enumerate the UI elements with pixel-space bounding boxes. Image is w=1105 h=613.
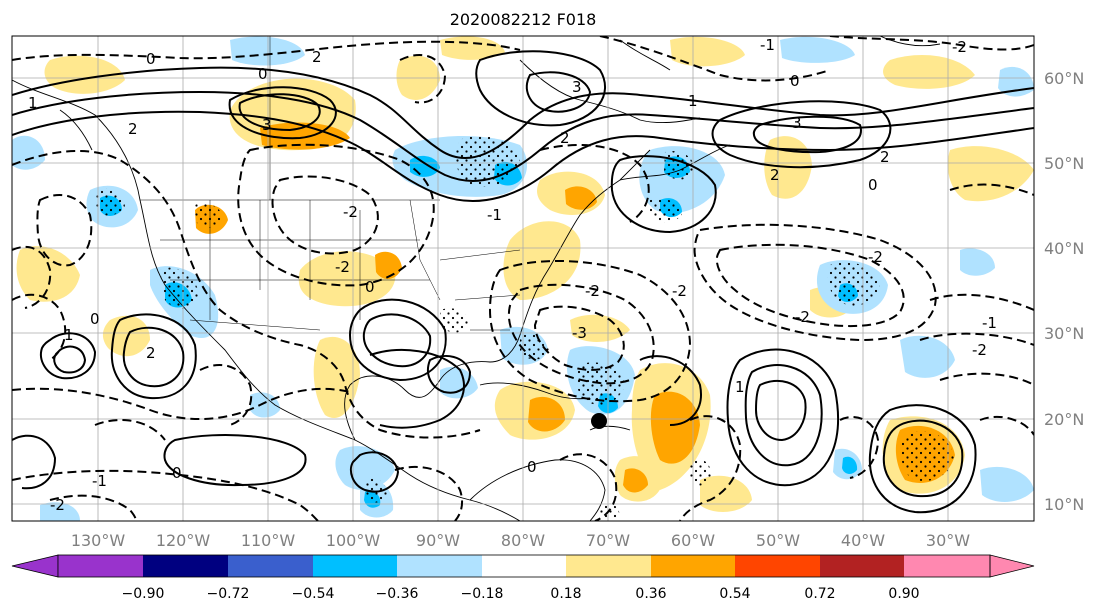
lon-tick-label: 40°W bbox=[841, 531, 885, 550]
contour-label: -2 bbox=[952, 38, 967, 56]
contour-labels: 0 0 2 3 2 1 3 2 1 0 3 2 0 -2 -2 0 -1 -3 … bbox=[28, 36, 997, 514]
lon-tick-label: 80°W bbox=[501, 531, 545, 550]
contour-label: 0 bbox=[868, 176, 878, 194]
lon-tick-label: 30°W bbox=[926, 531, 970, 550]
contour-label: 1 bbox=[28, 94, 38, 112]
contour-label: 2 bbox=[560, 129, 570, 147]
contour-label: 3 bbox=[792, 114, 802, 132]
colorbar-tick-label: 0.36 bbox=[635, 586, 666, 602]
lon-tick-label: 100°W bbox=[326, 531, 381, 550]
colorbar-tick-label: −0.54 bbox=[292, 586, 335, 602]
longitude-labels: 130°W 120°W 110°W 100°W 90°W 80°W 70°W 6… bbox=[71, 531, 970, 550]
coastlines bbox=[12, 36, 941, 521]
contour-label: 2 bbox=[770, 166, 780, 184]
contour-label: -2 bbox=[868, 248, 883, 266]
colorbar-extend-high bbox=[989, 554, 1035, 578]
colorbar-tick-label: −0.90 bbox=[122, 586, 165, 602]
colorbar-segment bbox=[143, 555, 228, 577]
contour-label: 0 bbox=[790, 72, 800, 90]
colorbar-tick-label: −0.36 bbox=[376, 586, 419, 602]
borders bbox=[140, 36, 521, 331]
contour-label: 2 bbox=[312, 48, 322, 66]
colorbar-segment bbox=[566, 555, 651, 577]
location-marker bbox=[591, 413, 607, 429]
lon-tick-label: 60°W bbox=[671, 531, 715, 550]
contours-dashed bbox=[12, 36, 1034, 521]
lon-tick-label: 50°W bbox=[756, 531, 800, 550]
contour-label: 1 bbox=[64, 326, 74, 344]
colorbar-segment bbox=[228, 555, 313, 577]
colorbar-segment bbox=[58, 555, 143, 577]
contour-label: -1 bbox=[760, 36, 775, 54]
contour-label: 0 bbox=[172, 464, 182, 482]
lon-tick-label: 70°W bbox=[586, 531, 630, 550]
lat-tick-label: 50°N bbox=[1044, 154, 1084, 173]
contour-label: -2 bbox=[50, 496, 65, 514]
contour-label: 0 bbox=[365, 278, 375, 296]
colorbar-segment bbox=[651, 555, 735, 577]
colorbar-segment bbox=[904, 555, 990, 577]
contour-label: 1 bbox=[735, 378, 745, 396]
contour-label: -1 bbox=[982, 314, 997, 332]
colorbar-tick-label: 0.18 bbox=[550, 586, 581, 602]
contour-label: -2 bbox=[795, 308, 810, 326]
lon-tick-label: 90°W bbox=[416, 531, 460, 550]
colorbar-extend-low bbox=[11, 554, 59, 578]
contour-label: 0 bbox=[258, 65, 268, 83]
lat-tick-label: 10°N bbox=[1044, 495, 1084, 514]
contour-label: -1 bbox=[487, 206, 502, 224]
colorbar-segment bbox=[735, 555, 820, 577]
colorbar-segment bbox=[482, 555, 566, 577]
contour-label: 0 bbox=[146, 50, 156, 68]
map-frame bbox=[11, 35, 1035, 522]
colorbar-segment bbox=[397, 555, 482, 577]
contour-label: 1 bbox=[688, 92, 698, 110]
map-area: 0 0 2 3 2 1 3 2 1 0 3 2 0 -2 -2 0 -1 -3 … bbox=[12, 36, 1034, 521]
contour-label: 2 bbox=[146, 344, 156, 362]
colorbar-labels: −0.90 −0.72 −0.54 −0.36 −0.18 0.18 0.36 … bbox=[122, 586, 920, 602]
colorbar-tick-label: 0.72 bbox=[804, 586, 835, 602]
colorbar-tick-label: −0.72 bbox=[207, 586, 250, 602]
colorbar-tick-label: 0.54 bbox=[719, 586, 750, 602]
contour-label: -3 bbox=[572, 324, 587, 342]
lat-tick-label: 20°N bbox=[1044, 410, 1084, 429]
lat-tick-label: 30°N bbox=[1044, 324, 1084, 343]
figure-title: 2020082212 F018 bbox=[450, 10, 597, 29]
contour-label: 2 bbox=[128, 120, 138, 138]
contour-label: 2 bbox=[880, 148, 890, 166]
contour-label: 0 bbox=[527, 458, 537, 476]
lat-tick-label: 40°N bbox=[1044, 239, 1084, 258]
lon-tick-label: 120°W bbox=[156, 531, 211, 550]
colorbar bbox=[11, 554, 1035, 578]
contour-label: -1 bbox=[92, 472, 107, 490]
colorbar-segment bbox=[313, 555, 397, 577]
contour-label: -2 bbox=[585, 282, 600, 300]
latitude-labels: 60°N 50°N 40°N 30°N 20°N 10°N bbox=[1044, 69, 1084, 514]
lat-tick-label: 60°N bbox=[1044, 69, 1084, 88]
lon-tick-label: 130°W bbox=[71, 531, 126, 550]
lon-tick-label: 110°W bbox=[241, 531, 296, 550]
contour-label: -2 bbox=[972, 341, 987, 359]
contour-label: 3 bbox=[572, 78, 582, 96]
colorbar-tick-label: −0.18 bbox=[461, 586, 504, 602]
contour-label: -2 bbox=[335, 258, 350, 276]
contours-solid bbox=[12, 50, 1034, 514]
contour-label: -2 bbox=[672, 282, 687, 300]
contour-label: 0 bbox=[90, 310, 100, 328]
contour-label: -2 bbox=[343, 203, 358, 221]
colorbar-tick-label: 0.90 bbox=[888, 586, 919, 602]
contour-label: 3 bbox=[262, 116, 272, 134]
colorbar-segment bbox=[820, 555, 904, 577]
